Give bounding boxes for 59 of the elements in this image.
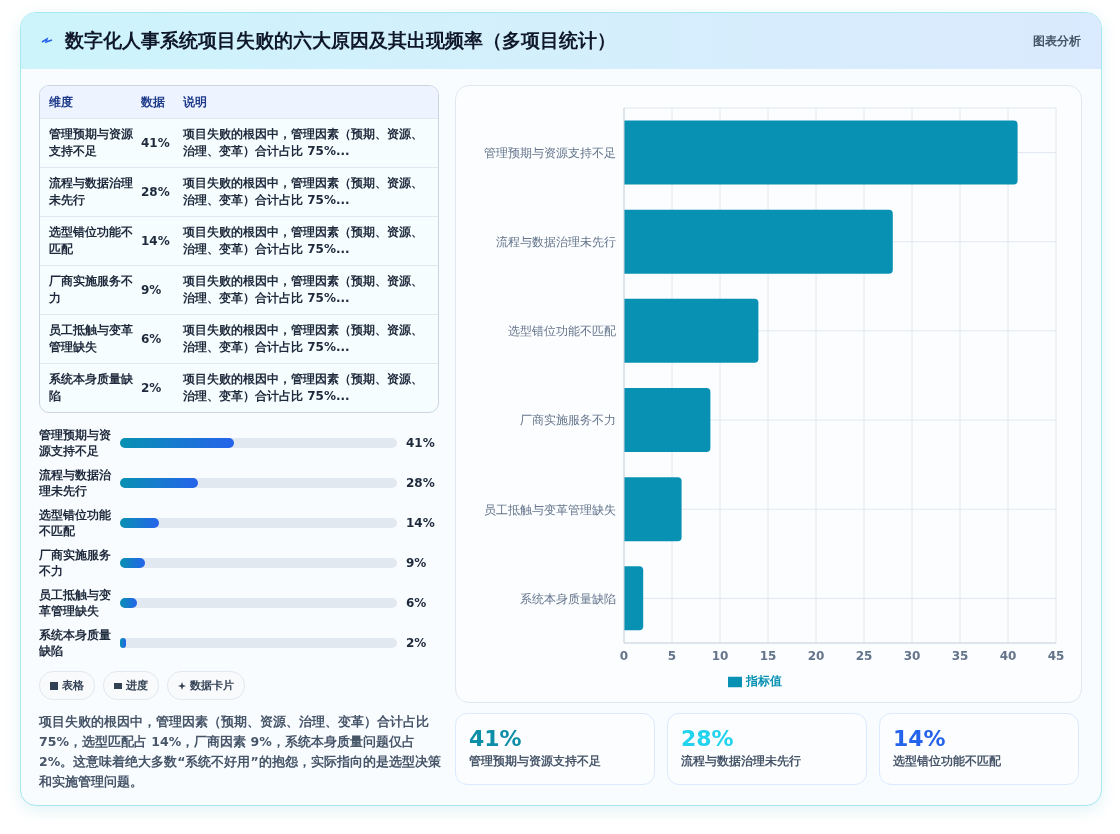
text: 项目失败的根因中，管理因素（预期、资源、治理、变革）合计占比 75%... bbox=[183, 274, 423, 305]
x-tick-label: 40 bbox=[999, 648, 1017, 663]
text: 9% bbox=[406, 556, 427, 570]
category-label: 选型错位功能不匹配 bbox=[49, 225, 133, 256]
text: 数字化人事系统项目失败的六大原因及其出现频率（多项目统计） bbox=[65, 28, 616, 53]
x-tick-label: 30 bbox=[903, 648, 921, 663]
text: 28% bbox=[681, 726, 734, 751]
text: 项目失败的根因中，管理因素（预期、资源、治理、变革）合计占比 75%... bbox=[183, 372, 423, 403]
x-tick-label: 25 bbox=[855, 648, 873, 663]
text: 41% bbox=[141, 136, 170, 150]
text: 项目失败的根因中，管理因素（预期、资源、治理、变革）合计占比 75%... bbox=[183, 323, 423, 354]
text: 表格 bbox=[62, 678, 84, 693]
text: 41% bbox=[469, 726, 522, 751]
x-tick-label: 35 bbox=[951, 648, 969, 663]
text: 28% bbox=[406, 476, 435, 490]
category-label: 管理预期与资源支持不足 bbox=[49, 127, 133, 158]
category-label: 管理预期与资源支持不足 bbox=[469, 754, 601, 768]
x-tick-label: 0 bbox=[619, 648, 629, 663]
y-tick-label: 流程与数据治理未先行 bbox=[496, 235, 616, 250]
category-label: 员工抵触与变革管理缺失 bbox=[49, 323, 133, 354]
category-label: 流程与数据治理未先行 bbox=[681, 754, 801, 768]
category-label: 选型错位功能不匹配 bbox=[39, 508, 111, 538]
legend-label: 指标值 bbox=[746, 674, 782, 688]
text: 项目失败的根因中，管理因素（预期、资源、治理、变革）合计占比 75%... bbox=[183, 176, 423, 207]
y-tick-label: 厂商实施服务不力 bbox=[520, 413, 616, 428]
y-tick-label: 管理预期与资源支持不足 bbox=[484, 145, 616, 160]
text: 14% bbox=[893, 726, 946, 751]
category-label: 系统本身质量缺陷 bbox=[39, 628, 111, 658]
text: 图表分析 bbox=[1033, 32, 1081, 50]
category-label: 员工抵触与变革管理缺失 bbox=[39, 588, 111, 618]
category-label: 厂商实施服务不力 bbox=[49, 274, 133, 305]
y-tick-label: 员工抵触与变革管理缺失 bbox=[484, 502, 616, 517]
x-tick-label: 15 bbox=[759, 648, 777, 663]
text: 进度 bbox=[126, 678, 148, 693]
y-tick-label: 选型错位功能不匹配 bbox=[508, 324, 616, 339]
text: 6% bbox=[406, 596, 427, 610]
text: 数据卡片 bbox=[190, 678, 234, 693]
text: 项目失败的根因中，管理因素（预期、资源、治理、变革）合计占比 75%... bbox=[182, 118, 438, 167]
category-label: 流程与数据治理未先行 bbox=[39, 468, 111, 498]
text: 41% bbox=[406, 436, 435, 450]
text: 28% bbox=[141, 185, 170, 199]
text: 6% bbox=[141, 332, 162, 346]
category-label: 厂商实施服务不力 bbox=[39, 548, 111, 578]
text: 项目失败的根因中，管理因素（预期、资源、治理、变革）合计占比 75%... bbox=[183, 225, 423, 256]
text: 2% bbox=[406, 636, 427, 650]
text: 14% bbox=[141, 234, 170, 248]
category-label: 系统本身质量缺陷 bbox=[49, 372, 133, 403]
text: 14% bbox=[406, 516, 435, 530]
category-label: 管理预期与资源支持不足 bbox=[39, 428, 111, 458]
x-tick-label: 5 bbox=[667, 648, 677, 663]
category-label: 流程与数据治理未先行 bbox=[49, 176, 133, 207]
y-tick-label: 系统本身质量缺陷 bbox=[520, 591, 616, 606]
text: 9% bbox=[141, 283, 162, 297]
x-tick-label: 10 bbox=[711, 648, 729, 663]
text: 项目失败的根因中，管理因素（预期、资源、治理、变革）合计占比 75%，选型匹配占 14%，厂商因素 9%，系统本身质量问题仅占 2%。这意味着绝大多数“系统不好用”的抱怨，实际指向的是选型决策和实施管理问题。 bbox=[39, 713, 441, 791]
text: 2% bbox=[141, 381, 162, 395]
category-label: 选型错位功能不匹配 bbox=[893, 754, 1001, 768]
x-tick-label: 20 bbox=[807, 648, 825, 663]
x-tick-label: 45 bbox=[1047, 648, 1065, 663]
